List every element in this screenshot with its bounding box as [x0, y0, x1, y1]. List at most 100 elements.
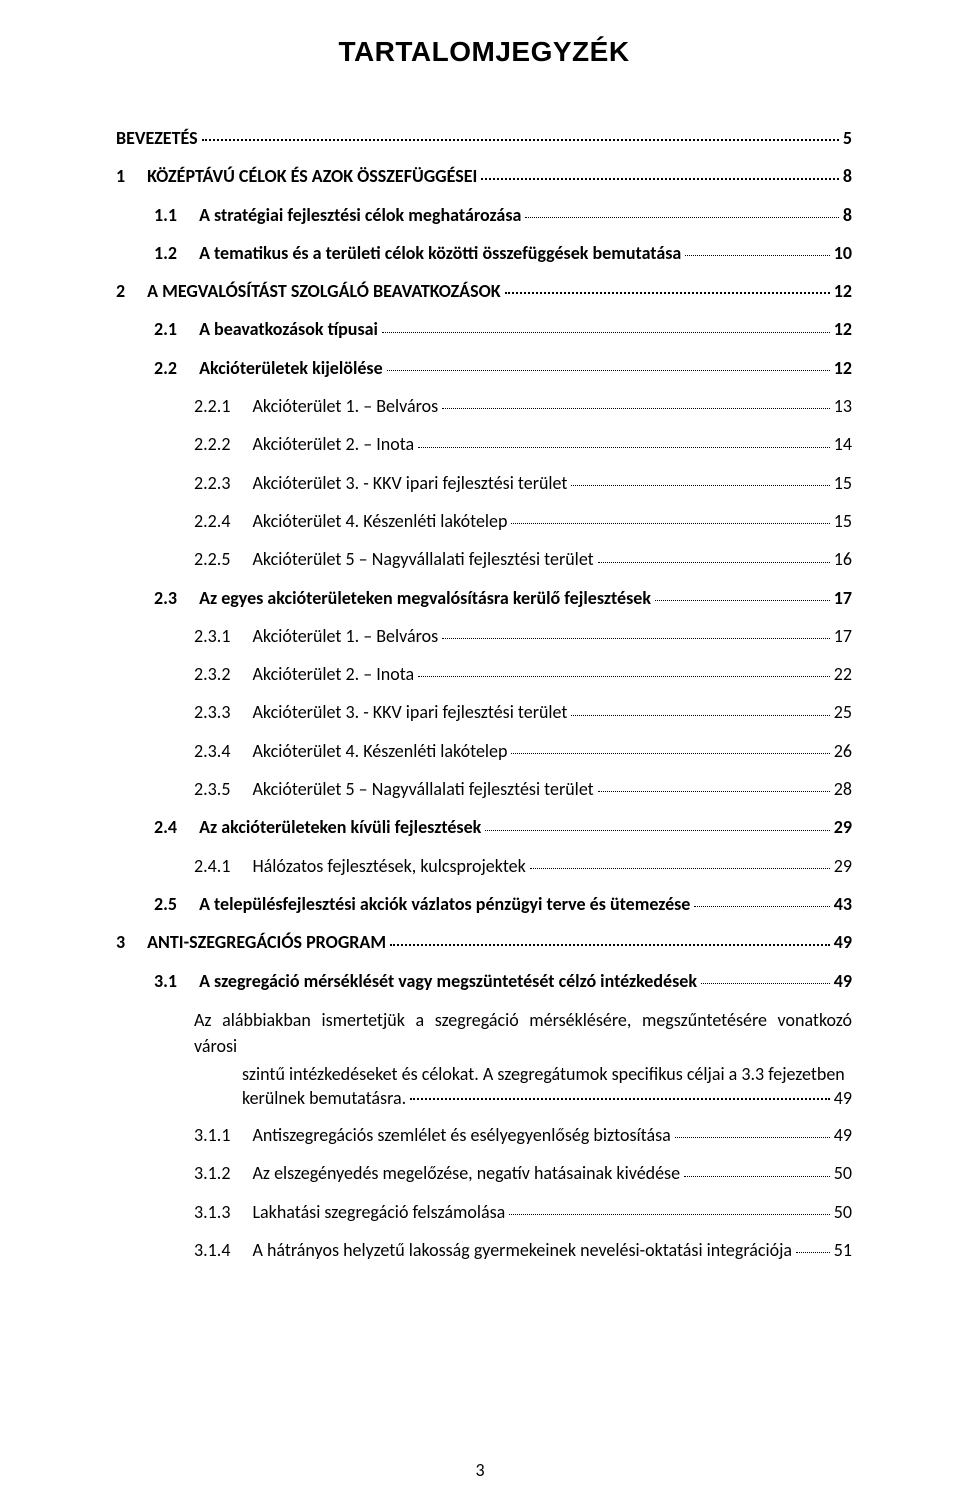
toc-dot-leader — [675, 1137, 830, 1138]
toc-entry-page: 28 — [834, 777, 852, 801]
toc-entry-page: 29 — [834, 815, 852, 839]
toc-entry-page: 29 — [834, 854, 852, 878]
toc-entry-number: 3.1.3 — [194, 1200, 230, 1224]
toc-entry-page: 12 — [834, 356, 852, 380]
toc-dot-leader — [684, 1176, 830, 1177]
toc-entry-label: Antiszegregációs szemlélet és esélyegyen… — [252, 1123, 670, 1147]
toc-dot-leader — [525, 217, 838, 218]
toc-entry: 2.4.1Hálózatos fejlesztések, kulcsprojek… — [194, 854, 852, 878]
toc-entry: 2.2 Akcióterületek kijelölése 12 — [154, 356, 852, 380]
toc-dot-leader — [390, 944, 830, 946]
toc-entry-label: Akcióterület 2. – Inota — [252, 432, 414, 456]
toc-entry: 3.1.3Lakhatási szegregáció felszámolása … — [194, 1200, 852, 1224]
toc-entry-number: 1.1 — [154, 203, 177, 227]
toc-dot-leader — [571, 715, 829, 716]
toc-dot-leader — [598, 562, 830, 563]
toc-entry: 3.1.2Az elszegényedés megelőzése, negatí… — [194, 1161, 852, 1185]
toc-entry-label: BEVEZETÉS — [116, 126, 198, 150]
toc-dot-leader — [410, 1098, 830, 1100]
toc-entry-label: A szegregáció mérséklését vagy megszünte… — [199, 969, 697, 993]
toc-dot-leader — [655, 600, 830, 601]
toc-dot-leader — [598, 791, 830, 792]
toc-entry-label: KÖZÉPTÁVÚ CÉLOK ÉS AZOK ÖSSZEFÜGGÉSEI — [147, 164, 477, 188]
toc-entry-label: Akcióterületek kijelölése — [199, 356, 383, 380]
toc-entry: 3.1 A szegregáció mérséklését vagy megszü… — [154, 969, 852, 993]
toc-entry-number: 1.2 — [154, 241, 177, 265]
toc-entry-label: Az elszegényedés megelőzése, negatív hat… — [252, 1161, 680, 1185]
toc-entry-number: 3.1 — [154, 969, 177, 993]
toc-entry-page: 50 — [834, 1200, 852, 1224]
toc-entry: 1KÖZÉPTÁVÚ CÉLOK ÉS AZOK ÖSSZEFÜGGÉSEI 8 — [116, 164, 852, 188]
toc-entry: BEVEZETÉS 5 — [116, 126, 852, 150]
toc-entry-page: 25 — [834, 700, 852, 724]
toc-entry-number: 2.5 — [154, 892, 177, 916]
toc-entry-page: 22 — [834, 662, 852, 686]
toc-entry: 3ANTI-SZEGREGÁCIÓS PROGRAM 49 — [116, 930, 852, 954]
toc-entry-page: 17 — [834, 586, 852, 610]
toc-entry-label: Az egyes akcióterületeken megvalósításra… — [199, 586, 651, 610]
toc-entry: 2.5A településfejlesztési akciók vázlato… — [154, 892, 852, 916]
toc-entry-label: Az akcióterületeken kívüli fejlesztések — [199, 815, 481, 839]
toc-dot-leader — [442, 408, 830, 409]
toc-entry: 2.2.4Akcióterület 4. Készenléti lakótele… — [194, 509, 852, 533]
toc-container: BEVEZETÉS 5 1KÖZÉPTÁVÚ CÉLOK ÉS AZOK ÖSSZ… — [116, 126, 852, 1262]
toc-entry-label: Akcióterület 5 – Nagyvállalati fejleszté… — [252, 547, 593, 571]
toc-note-line: Az alábbiakban ismertetjük a szegregáció… — [194, 1007, 852, 1059]
toc-dot-leader — [442, 638, 830, 639]
toc-entry-number: 2.4 — [154, 815, 177, 839]
toc-dot-leader — [530, 868, 830, 869]
toc-entry-number: 2.3.3 — [194, 700, 230, 724]
toc-entry-number: 2.2 — [154, 356, 177, 380]
toc-entry: 2.2.3Akcióterület 3. - KKV ipari fejlesz… — [194, 471, 852, 495]
toc-entry: 1.2A tematikus és a területi célok közöt… — [154, 241, 852, 265]
toc-entry-label: Hálózatos fejlesztések, kulcsprojektek — [252, 854, 525, 878]
toc-entry-number: 2.3.5 — [194, 777, 230, 801]
toc-dot-leader — [485, 830, 829, 831]
toc-dot-leader — [509, 1214, 830, 1215]
toc-entry-page: 12 — [834, 317, 852, 341]
toc-dot-leader — [505, 292, 830, 294]
toc-entry: 2.4 Az akcióterületeken kívüli fejlesztés… — [154, 815, 852, 839]
toc-entry-page: 49 — [834, 1087, 852, 1109]
toc-entry: 2.1A beavatkozások típusai 12 — [154, 317, 852, 341]
toc-entry-page: 15 — [834, 509, 852, 533]
toc-dot-leader — [701, 983, 830, 984]
toc-entry-label: A stratégiai fejlesztési célok meghatáro… — [199, 203, 521, 227]
toc-dot-leader — [418, 447, 830, 448]
toc-entry-page: 49 — [834, 930, 852, 954]
toc-entry-number: 2.2.5 — [194, 547, 230, 571]
toc-entry: 2.3.1Akcióterület 1. – Belváros 17 — [194, 624, 852, 648]
toc-entry: 2.3.3Akcióterület 3. - KKV ipari fejlesz… — [194, 700, 852, 724]
toc-dot-leader — [382, 332, 830, 333]
toc-entry-label: Akcióterület 1. – Belváros — [252, 394, 438, 418]
toc-title: TARTALOMJEGYZÉK — [116, 36, 852, 68]
toc-entry: 2.3.4 Akcióterület 4. Készenléti lakótele… — [194, 739, 852, 763]
toc-entry-label: Akcióterület 2. – Inota — [252, 662, 414, 686]
toc-entry-number: 2.1 — [154, 317, 177, 341]
toc-note-line: szintű intézkedéseket és célokat. A szeg… — [242, 1061, 852, 1087]
toc-dot-leader — [694, 906, 829, 907]
toc-entry-label: kerülnek bemutatásra. — [242, 1087, 406, 1109]
toc-entry-page: 14 — [834, 432, 852, 456]
toc-entry-page: 10 — [834, 241, 852, 265]
toc-entry-number: 2.2.3 — [194, 471, 230, 495]
toc-entry-number: 2.2.1 — [194, 394, 230, 418]
toc-entry: 3.1.4A hátrányos helyzetű lakosság gyerm… — [194, 1238, 852, 1262]
toc-dot-leader — [387, 370, 830, 371]
toc-dot-leader — [481, 178, 839, 180]
toc-entry: 2.2.2 Akcióterület 2. – Inota 14 — [194, 432, 852, 456]
toc-dot-leader — [685, 255, 829, 256]
document-page: TARTALOMJEGYZÉK BEVEZETÉS 5 1KÖZÉPTÁVÚ CÉ… — [0, 0, 960, 1509]
toc-entry-page: 49 — [834, 969, 852, 993]
toc-entry-number: 2 — [116, 279, 125, 303]
toc-entry-number: 2.3.4 — [194, 739, 230, 763]
toc-entry-label: Akcióterület 4. Készenléti lakótelep — [252, 739, 507, 763]
toc-entry-page: 15 — [834, 471, 852, 495]
toc-entry-label: A MEGVALÓSÍTÁST SZOLGÁLÓ BEAVATKOZÁSOK — [147, 279, 500, 303]
toc-entry: 3.1.1 Antiszegregációs szemlélet és esély… — [194, 1123, 852, 1147]
toc-dot-leader — [511, 523, 829, 524]
toc-entry-number: 3.1.1 — [194, 1123, 230, 1147]
toc-dot-leader — [796, 1252, 830, 1253]
toc-entry-number: 2.3.2 — [194, 662, 230, 686]
toc-entry-number: 2.2.2 — [194, 432, 230, 456]
